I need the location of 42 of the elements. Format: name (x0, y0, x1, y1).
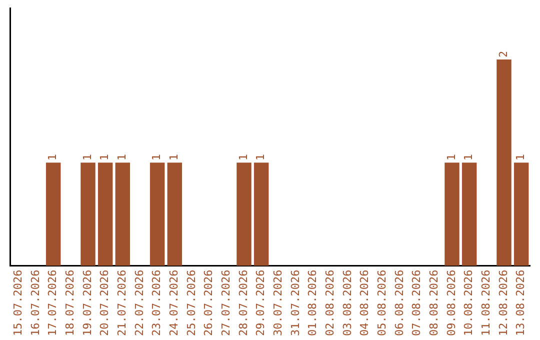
x-tick-label: 24.07.2026 (168, 270, 181, 336)
x-tick-label: 03.08.2026 (340, 270, 354, 336)
x-tick-label: 25.07.2026 (184, 270, 198, 336)
x-tick-label: 13.08.2026 (514, 270, 528, 336)
data-label: 1 (444, 154, 458, 161)
x-tick-label: 31.07.2026 (288, 270, 302, 336)
x-tick-label: 04.08.2026 (358, 270, 372, 336)
data-label: 1 (514, 154, 528, 161)
data-label: 1 (98, 154, 112, 161)
x-tick-label: 26.07.2026 (202, 270, 216, 336)
x-tick-label: 20.07.2026 (98, 270, 112, 336)
x-tick-label: 05.08.2026 (376, 270, 389, 336)
x-tick-label: 18.07.2026 (64, 270, 77, 336)
x-tick-label: 17.07.2026 (46, 270, 60, 336)
data-label: 1 (254, 154, 268, 161)
x-tick-label: 11.08.2026 (480, 270, 493, 336)
x-tick-label: 02.08.2026 (324, 270, 337, 336)
x-tick-label: 12.08.2026 (496, 270, 510, 336)
data-label: 1 (236, 154, 250, 161)
x-tick-label: 08.08.2026 (428, 270, 441, 336)
x-tick-label: 16.07.2026 (28, 270, 42, 336)
data-label: 1 (80, 154, 94, 161)
data-label: 1 (46, 154, 60, 161)
x-tick-label: 09.08.2026 (444, 270, 458, 336)
data-label: 1 (168, 154, 181, 161)
x-tick-label: 07.08.2026 (410, 270, 424, 336)
x-tick-label: 06.08.2026 (392, 270, 406, 336)
data-label: 1 (116, 154, 129, 161)
x-tick-label: 23.07.2026 (150, 270, 164, 336)
x-tick-label: 10.08.2026 (462, 270, 476, 336)
data-label: 2 (496, 50, 510, 58)
data-label: 1 (150, 154, 164, 161)
x-tick-label: 01.08.2026 (306, 270, 320, 336)
x-tick-label: 19.07.2026 (80, 270, 94, 336)
x-tick-label: 21.07.2026 (116, 270, 129, 336)
x-tick-label: 27.07.2026 (220, 270, 233, 336)
x-tick-label: 29.07.2026 (254, 270, 268, 336)
data-label: 1 (462, 154, 476, 161)
x-tick-label: 15.07.2026 (12, 270, 25, 336)
x-tick-label: 22.07.2026 (132, 270, 146, 336)
x-tick-label: 30.07.2026 (272, 270, 285, 336)
x-tick-label: 28.07.2026 (236, 270, 250, 336)
